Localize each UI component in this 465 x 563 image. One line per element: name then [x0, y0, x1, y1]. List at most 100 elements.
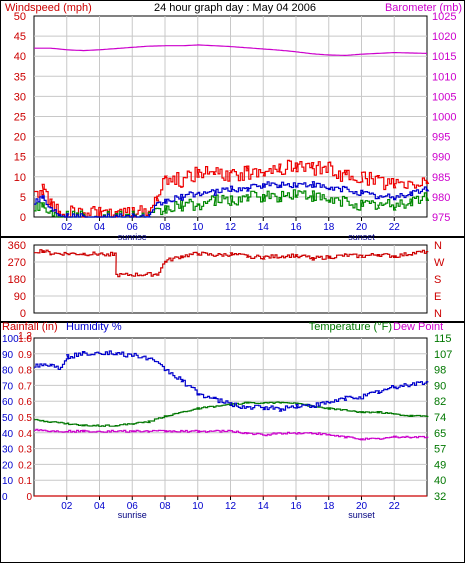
barometer-tick-label: 1005 [432, 91, 456, 103]
rainfall-axis-label: Rainfall (in) [2, 321, 58, 333]
wind-direction-line [34, 249, 429, 278]
temperature-tick-label: 82 [434, 396, 446, 408]
sunrise-label: sunrise [118, 510, 147, 520]
temperature-tick-label: 57 [434, 444, 446, 456]
rainfall-tick-label: 0.9 [18, 350, 32, 361]
humidity-line [34, 350, 429, 412]
humidity-tick-label: 80 [2, 366, 14, 377]
humidity-tick-label: 0 [2, 492, 8, 503]
rainfall-tick-label: 0.8 [18, 366, 32, 377]
x-tick-label: 02 [61, 222, 73, 233]
wind-series [34, 44, 430, 218]
x-tick-label: 12 [225, 222, 237, 233]
rainfall-tick-label: 0.7 [18, 381, 32, 392]
compass-tick-label: W [434, 257, 445, 269]
x-tick-label: 14 [258, 501, 270, 512]
rainfall-y-ticks: 0 0.1 0.2 0.3 0.4 0.5 0.6 0.7 0.8 0.9 1.01.2 [18, 331, 32, 503]
temperature-tick-label: 49 [434, 459, 446, 471]
rainfall-tick-label: 0.5 [18, 413, 32, 424]
humidity-axis-label: Humidity % [66, 321, 122, 333]
rainfall-tick-label: 1.0 [18, 334, 32, 345]
direction-tick-label: 270 [8, 257, 26, 269]
humidity-tick-label: 70 [2, 381, 14, 392]
x-tick-label: 18 [323, 222, 335, 233]
compass-tick-label: S [434, 274, 441, 286]
baro-y-ticks: 975 980 985 990 995 1000 1005 1010 1015 1020 1025 [432, 11, 456, 224]
direction-plot-grid [34, 245, 427, 313]
temperature-tick-label: 65 [434, 428, 446, 440]
x-tick-label: 06 [127, 501, 139, 512]
windspeed-tick-label: 20 [14, 132, 26, 144]
direction-tick-label: 360 [8, 240, 26, 252]
dewpoint-axis-label: Dew Point [393, 321, 443, 333]
windspeed-tick-label: 10 [14, 172, 26, 184]
windspeed-tick-label: 15 [14, 152, 26, 164]
humidity-tick-label: 20 [2, 460, 14, 471]
direction-tick-label: 180 [8, 274, 26, 286]
x-tick-label: 10 [192, 501, 204, 512]
temperature-tick-label: 115 [434, 333, 452, 345]
barometer-tick-label: 990 [432, 152, 450, 164]
climate-series [34, 350, 429, 497]
x-tick-label: 16 [290, 501, 302, 512]
barometer-tick-label: 1000 [432, 112, 456, 124]
windspeed-tick-label: 5 [20, 192, 26, 204]
compass-tick-label: N [434, 240, 442, 252]
x-tick-label: 08 [159, 222, 171, 233]
x-tick-label: 18 [323, 501, 335, 512]
rainfall-tick-label: 0 [26, 492, 32, 503]
x-tick-label: 10 [192, 222, 204, 233]
wind-avg-line [34, 181, 430, 218]
temperature-axis-label: Temperature (°F) [309, 321, 392, 333]
chart-title: 24 hour graph day : May 04 2006 [154, 2, 316, 14]
sunset-label: sunset [348, 232, 375, 242]
x-tick-label: 08 [159, 501, 171, 512]
humidity-tick-label: 30 [2, 445, 14, 456]
temperature-tick-label: 74 [434, 412, 446, 424]
humidity-y-ticks: 0 10 20 30 40 50 60 70 80 90 100 [2, 334, 19, 503]
windspeed-tick-label: 25 [14, 112, 26, 124]
barometer-tick-label: 1025 [432, 11, 456, 23]
wind-gust-line [34, 159, 430, 218]
x-tick-label: 22 [389, 501, 401, 512]
dewpoint-line [34, 428, 429, 441]
temperature-line [34, 401, 429, 427]
x-tick-label: 04 [94, 501, 106, 512]
barometer-tick-label: 1020 [432, 31, 456, 43]
windspeed-tick-label: 45 [14, 31, 26, 43]
barometer-tick-label: 980 [432, 192, 450, 204]
barometer-tick-label: 1010 [432, 71, 456, 83]
barometer-tick-label: 985 [432, 172, 450, 184]
humidity-tick-label: 90 [2, 350, 14, 361]
humidity-tick-label: 100 [2, 334, 19, 345]
wind-plot-grid [34, 16, 427, 217]
x-tick-label: 20 [356, 222, 368, 233]
x-tick-label: 02 [61, 501, 73, 512]
windspeed-tick-label: 0 [20, 212, 26, 224]
rainfall-tick-label: 0.6 [18, 397, 32, 408]
x-tick-label: 16 [290, 222, 302, 233]
wind-y-ticks: 0 5 10 15 20 25 30 35 40 45 50 [14, 11, 26, 224]
rainfall-tick-label: 0.1 [18, 476, 32, 487]
climate-x-ticks: 02 04 06 08 10 12 14 16 18 20 22 [61, 496, 400, 512]
temperature-tick-label: 90 [434, 380, 446, 392]
barometer-tick-label: 995 [432, 132, 450, 144]
sunset-label: sunset [348, 510, 375, 520]
barometer-axis-label: Barometer (mb) [385, 2, 462, 14]
x-tick-label: 14 [258, 222, 270, 233]
temperature-tick-label: 107 [434, 349, 452, 361]
humidity-tick-label: 50 [2, 413, 14, 424]
windspeed-tick-label: 35 [14, 71, 26, 83]
humidity-tick-label: 60 [2, 397, 14, 408]
x-tick-label: 06 [127, 222, 139, 233]
temperature-tick-label: 98 [434, 365, 446, 377]
compass-tick-label: N [434, 308, 442, 320]
x-tick-label: 04 [94, 222, 106, 233]
temperature-tick-label: 32 [434, 491, 446, 503]
windspeed-tick-label: 50 [14, 11, 26, 23]
direction-y-ticks: 360 270 180 90 0 [8, 240, 26, 320]
temperature-tick-label: 40 [434, 475, 446, 487]
